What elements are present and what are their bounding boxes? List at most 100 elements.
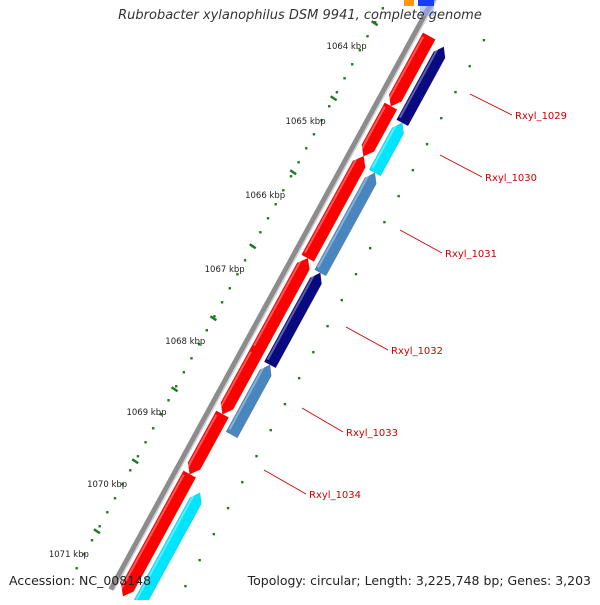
forward-gene-6 <box>187 410 230 475</box>
scale-tick-mark <box>93 528 101 535</box>
backbone-line <box>108 0 436 591</box>
inner-tick-dot <box>425 142 429 146</box>
backbone-highlight <box>113 0 438 591</box>
inner-tick-dot <box>411 168 415 172</box>
top-gene-fragment-blue <box>418 0 434 6</box>
scale-tick-dot <box>236 273 239 276</box>
scale-tick-dot <box>213 315 216 318</box>
inner-tick-dot <box>212 532 216 536</box>
accession-label: Accession: NC_008148 <box>9 573 152 588</box>
scale-tick-dot <box>106 511 109 514</box>
reverse-gene-rxyl-1034-shine <box>135 493 196 601</box>
scale-tick-dot <box>351 63 354 66</box>
scale-tick-dot <box>381 7 385 10</box>
scale-tick-dot <box>90 539 94 542</box>
forward-gene-7 <box>120 470 197 597</box>
inner-tick-dot <box>340 298 343 302</box>
gene-leader-6 <box>263 469 307 495</box>
scale-tick-dot <box>167 399 170 402</box>
inner-tick-dot <box>482 38 486 42</box>
scale-tick-mark <box>249 243 257 250</box>
forward-gene-5 <box>220 347 264 415</box>
reverse-gene-rxyl-1030 <box>368 122 404 177</box>
reverse-gene-rxyl-1033 <box>225 364 272 439</box>
forward-gene-2-shine <box>359 106 386 152</box>
forward-gene-5-shine <box>218 351 252 410</box>
gene-label-5[interactable]: Rxyl_1033 <box>346 428 398 439</box>
scale-tick-dot <box>129 469 132 472</box>
scale-tick-mark <box>170 386 179 393</box>
forward-gene-1-shine <box>387 36 424 102</box>
scale-tick-dot <box>282 189 285 192</box>
inner-tick-dot <box>269 428 272 432</box>
scale-tick-mark <box>289 169 297 176</box>
inner-tick-dot <box>184 584 187 588</box>
genome-summary: Topology: circular; Length: 3,225,748 bp… <box>247 573 591 588</box>
reverse-gene-rxyl-1033-shine <box>228 365 266 431</box>
reverse-gene-rxyl-1029-shine <box>399 47 440 119</box>
scale-label-3: 1066 kbp <box>245 191 285 201</box>
gene-leader-1 <box>469 93 513 116</box>
scale-label-2: 1065 kbp <box>286 117 326 127</box>
scale-tick-dot <box>121 483 124 486</box>
scale-tick-mark <box>209 315 218 322</box>
scale-tick-dot <box>182 371 186 374</box>
inner-tick-dot <box>312 350 315 354</box>
gene-leader-2 <box>439 154 483 178</box>
scale-tick-dot <box>174 385 178 388</box>
scale-tick-dot <box>274 203 277 206</box>
gene-label-3[interactable]: Rxyl_1031 <box>445 249 497 260</box>
forward-gene-3-shine <box>304 156 359 254</box>
scale-tick-mark <box>370 20 379 27</box>
scale-tick-dot <box>266 217 270 220</box>
scale-label-6: 1069 kbp <box>126 408 166 418</box>
reverse-gene-rxyl-1031-shine <box>317 173 371 269</box>
gene-label-6[interactable]: Rxyl_1034 <box>309 490 361 501</box>
forward-gene-1 <box>388 32 436 107</box>
gene-label-1[interactable]: Rxyl_1029 <box>515 111 567 122</box>
scale-tick-dot <box>358 49 362 52</box>
scale-label-1: 1064 kbp <box>327 42 367 52</box>
scale-tick-dot <box>113 497 117 500</box>
scale-tick-dot <box>320 119 323 122</box>
scale-tick-dot <box>144 441 147 444</box>
forward-gene-4 <box>250 257 310 355</box>
reverse-gene-rxyl-1030-shine <box>371 123 398 169</box>
inner-tick-dot <box>440 116 443 120</box>
inner-tick-dot <box>354 272 358 276</box>
scale-tick-dot <box>305 147 308 150</box>
scale-tick-dot <box>75 567 78 570</box>
inner-tick-dot <box>383 220 386 224</box>
map-title: Rubrobacter xylanophilus DSM 9941, compl… <box>118 8 482 23</box>
scale-label-8: 1071 kbp <box>49 550 89 560</box>
scale-tick-mark <box>329 95 338 102</box>
scale-tick-dot <box>190 357 193 360</box>
inner-tick-dot <box>241 480 244 484</box>
scale-tick-dot <box>152 427 155 430</box>
forward-gene-7-shine <box>119 474 185 592</box>
forward-gene-6-shine <box>186 414 218 470</box>
inner-tick-dot <box>326 324 329 328</box>
scale-tick-dot <box>335 91 339 94</box>
scale-tick-dot <box>205 329 208 332</box>
forward-gene-2 <box>361 102 398 157</box>
top-gene-fragment-orange <box>404 0 414 6</box>
inner-tick-dot <box>198 558 201 562</box>
scale-tick-dot <box>312 133 316 136</box>
inner-tick-dot <box>468 64 471 68</box>
scale-label-5: 1068 kbp <box>165 337 205 347</box>
scale-tick-dot <box>366 35 369 38</box>
forward-gene-3 <box>301 155 366 262</box>
reverse-gene-rxyl-1032-shine <box>266 273 316 361</box>
forward-gene-4-shine <box>253 258 303 347</box>
inner-tick-dot <box>454 90 457 94</box>
scale-tick-mark <box>131 458 139 465</box>
scale-label-4: 1067 kbp <box>205 265 245 275</box>
scale-tick-dot <box>159 413 163 416</box>
gene-label-2[interactable]: Rxyl_1030 <box>485 173 537 184</box>
scale-label-7: 1070 kbp <box>87 480 127 490</box>
scale-tick-dot <box>228 287 231 290</box>
gene-leader-5 <box>301 407 344 433</box>
gene-label-4[interactable]: Rxyl_1032 <box>391 346 443 357</box>
